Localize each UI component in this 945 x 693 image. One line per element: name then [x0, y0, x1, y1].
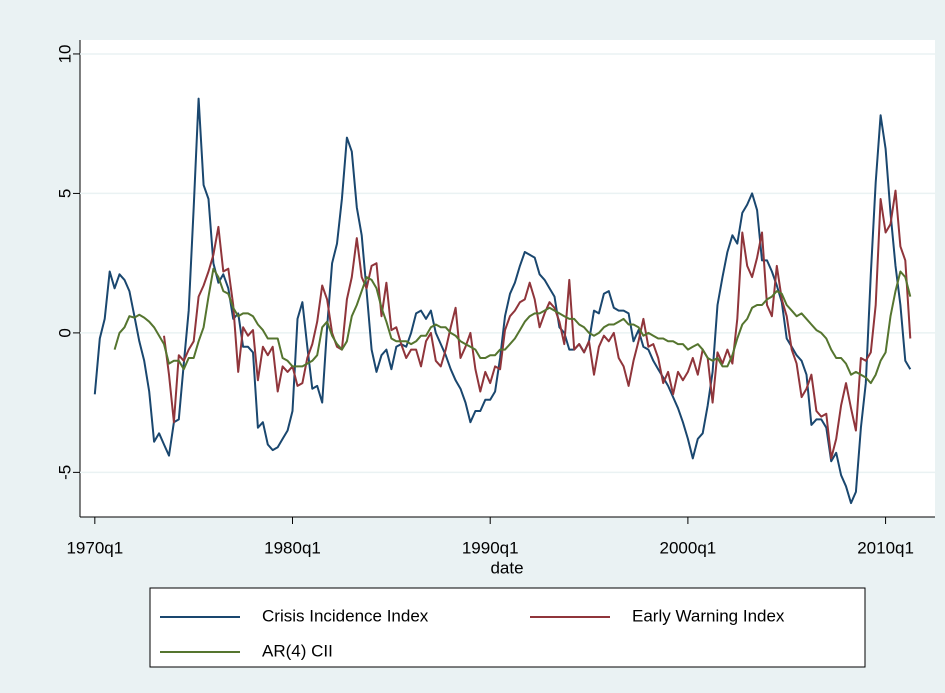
x-tick-label: 1990q1 [462, 538, 519, 557]
series-line [113, 267, 912, 385]
legend-label: AR(4) CII [262, 641, 333, 660]
plot-area [80, 40, 935, 517]
y-tick-label: 10 [55, 44, 74, 63]
x-tick-label: 1980q1 [264, 538, 321, 557]
x-tick-label: 1970q1 [66, 538, 123, 557]
x-tick-label: 2010q1 [857, 538, 914, 557]
legend-label: Crisis Incidence Index [262, 606, 429, 625]
y-tick-label: -5 [55, 465, 74, 480]
legend-label: Early Warning Index [632, 606, 785, 625]
y-tick-label: 5 [55, 189, 74, 198]
x-axis-label: date [490, 558, 523, 577]
y-tick-label: 0 [55, 328, 74, 337]
x-tick-label: 2000q1 [660, 538, 717, 557]
legend-box [149, 587, 866, 668]
